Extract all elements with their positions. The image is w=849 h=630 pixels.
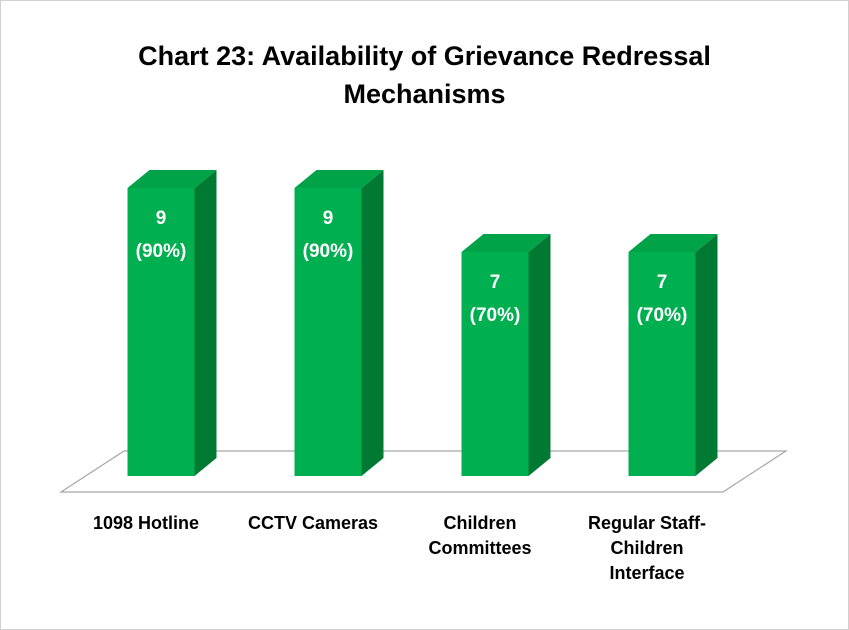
bar-front	[127, 188, 195, 476]
floor	[58, 450, 789, 493]
category-label: CCTV Cameras	[247, 513, 379, 533]
value-label: 9 (90%)	[303, 208, 354, 262]
bar-side	[361, 170, 384, 476]
bar	[127, 170, 217, 476]
bar-top	[294, 170, 384, 188]
value-label: 7 (70%)	[637, 272, 688, 326]
category-label: 1098 Hotline	[92, 513, 200, 533]
category-label: Children Committees	[428, 513, 532, 558]
bar-side	[194, 170, 217, 476]
chart-title: Chart 23: Availability of Grievance Redr…	[138, 41, 711, 109]
bar	[461, 234, 551, 476]
value-label: 7 (70%)	[470, 272, 521, 326]
bar-front	[461, 252, 529, 476]
bar-side	[528, 234, 551, 476]
category-label: Regular Staff-Children Interface	[587, 513, 706, 583]
bar-front	[294, 188, 362, 476]
bar-front	[628, 252, 696, 476]
bar	[294, 170, 384, 476]
bar-side	[695, 234, 718, 476]
bar-top	[127, 170, 217, 188]
bar-top	[628, 234, 718, 252]
bar	[628, 234, 718, 476]
value-label: 9 (90%)	[136, 208, 187, 262]
bar-top	[461, 234, 551, 252]
